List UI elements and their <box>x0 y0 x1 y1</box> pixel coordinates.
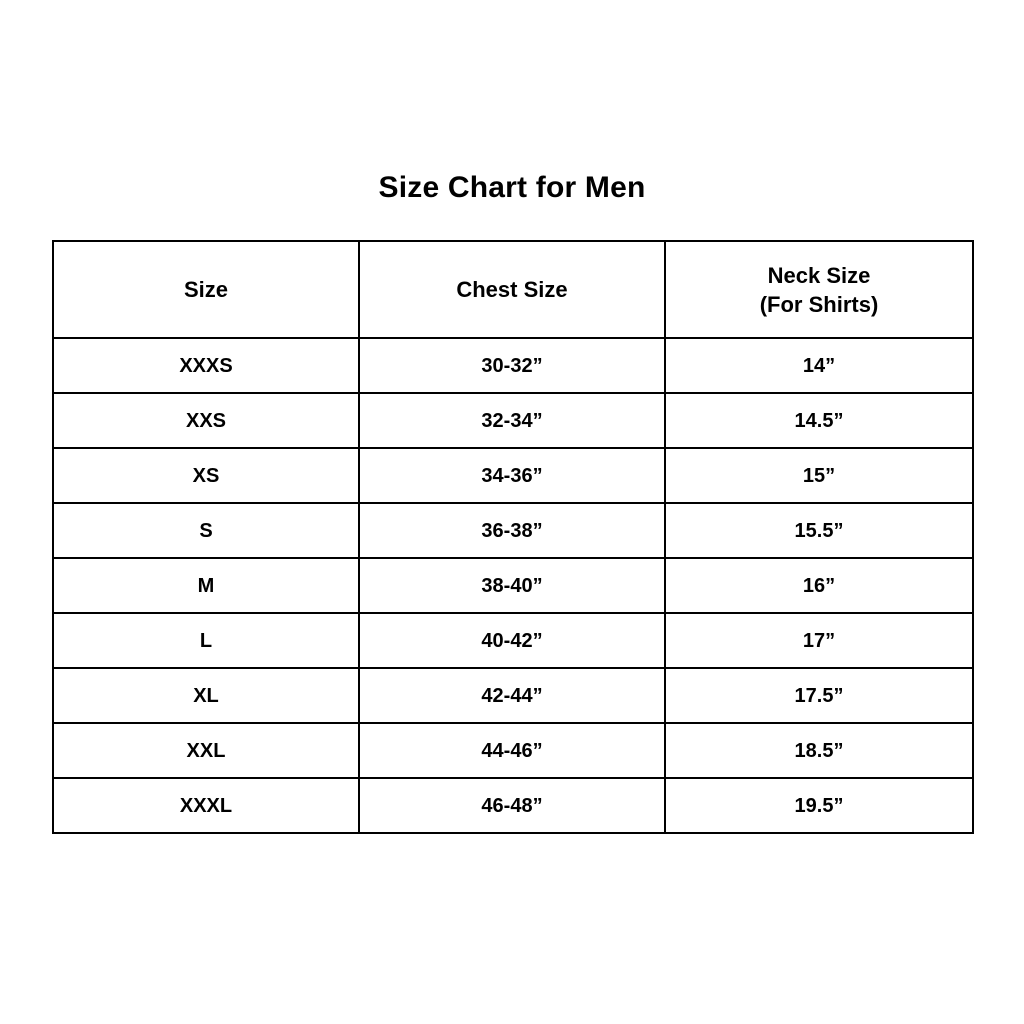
column-header-neck-size: Neck Size (For Shirts) <box>664 240 974 339</box>
column-header-size: Size <box>52 240 360 339</box>
cell-chest-size: 34-36” <box>358 447 666 504</box>
cell-chest-size: 32-34” <box>358 392 666 449</box>
column-header-neck-size-label: Neck Size <box>767 262 871 288</box>
table-body: XXXS 30-32” 14” XXS 32-34” 14.5” XS 34-3… <box>52 337 974 834</box>
cell-neck-size: 16” <box>664 557 974 614</box>
table-row: S 36-38” 15.5” <box>52 502 974 559</box>
cell-chest-size: 30-32” <box>358 337 666 394</box>
cell-size: XXXS <box>52 337 360 394</box>
cell-size: S <box>52 502 360 559</box>
cell-chest-size: 38-40” <box>358 557 666 614</box>
header-row: Size Chest Size Neck Size (For Shirts) <box>52 240 974 339</box>
table-row: XXXL 46-48” 19.5” <box>52 777 974 834</box>
cell-neck-size: 17” <box>664 612 974 669</box>
table-header: Size Chest Size Neck Size (For Shirts) <box>52 240 974 339</box>
cell-size: XXL <box>52 722 360 779</box>
cell-neck-size: 14” <box>664 337 974 394</box>
cell-chest-size: 36-38” <box>358 502 666 559</box>
cell-size: XS <box>52 447 360 504</box>
column-header-size-label: Size <box>183 277 229 302</box>
cell-neck-size: 18.5” <box>664 722 974 779</box>
cell-chest-size: 42-44” <box>358 667 666 724</box>
table-row: XXS 32-34” 14.5” <box>52 392 974 449</box>
cell-chest-size: 44-46” <box>358 722 666 779</box>
cell-neck-size: 14.5” <box>664 392 974 449</box>
table-row: XXXS 30-32” 14” <box>52 337 974 394</box>
page-title: Size Chart for Men <box>378 171 646 204</box>
cell-size: XL <box>52 667 360 724</box>
cell-size: M <box>52 557 360 614</box>
table-row: XS 34-36” 15” <box>52 447 974 504</box>
cell-neck-size: 15.5” <box>664 502 974 559</box>
column-header-neck-size-sublabel: (For Shirts) <box>759 291 879 317</box>
cell-neck-size: 17.5” <box>664 667 974 724</box>
cell-size: L <box>52 612 360 669</box>
table-row: XXL 44-46” 18.5” <box>52 722 974 779</box>
table-row: M 38-40” 16” <box>52 557 974 614</box>
cell-size: XXXL <box>52 777 360 834</box>
column-header-chest-size-label: Chest Size <box>456 277 568 302</box>
table-row: L 40-42” 17” <box>52 612 974 669</box>
table-row: XL 42-44” 17.5” <box>52 667 974 724</box>
cell-neck-size: 15” <box>664 447 974 504</box>
column-header-chest-size: Chest Size <box>358 240 666 339</box>
cell-chest-size: 40-42” <box>358 612 666 669</box>
cell-chest-size: 46-48” <box>358 777 666 834</box>
cell-size: XXS <box>52 392 360 449</box>
cell-neck-size: 19.5” <box>664 777 974 834</box>
size-chart-table: Size Chest Size Neck Size (For Shirts) X… <box>52 240 974 834</box>
